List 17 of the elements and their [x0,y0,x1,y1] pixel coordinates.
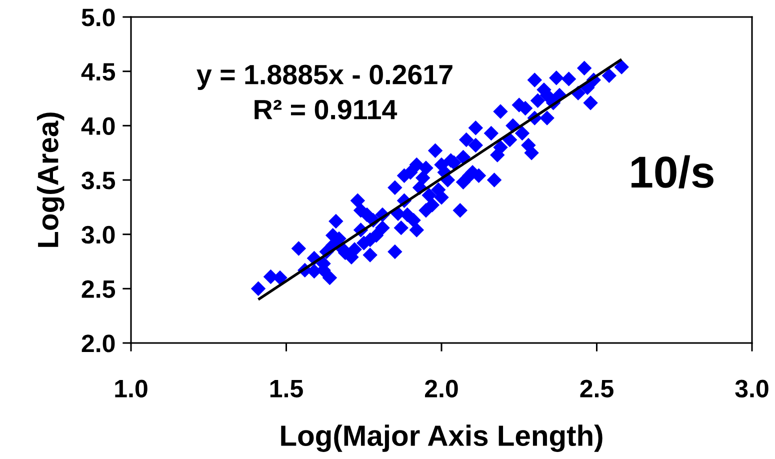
x-tick-label: 2.0 [424,380,458,398]
y-axis-title: Log(Area) [36,112,64,247]
x-tick-label: 1.0 [115,380,148,398]
annotation: 10/s [632,155,714,188]
y-tick-label: 5.0 [82,8,115,26]
x-tick-label: 2.5 [580,380,614,398]
y-tick-label: 3.0 [82,226,115,244]
x-tick-label: 3.0 [735,380,768,398]
y-tick-label: 4.5 [81,63,116,81]
y-tick-label: 3.5 [82,172,116,190]
x-axis-title: Log(Major Axis Length) [281,424,602,452]
x-tick-label: 1.5 [270,380,303,398]
y-tick-label: 2.5 [82,280,116,298]
annotation: R² = 0.9114 [254,100,398,120]
y-tick-label: 4.0 [81,117,115,135]
annotation: y = 1.8885x - 0.2617 [196,64,452,90]
y-tick-label: 2.0 [82,334,115,352]
